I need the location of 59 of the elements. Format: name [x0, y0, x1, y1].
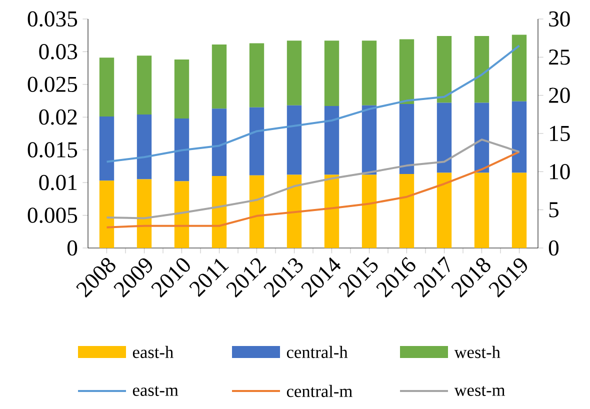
y-tick-label: 0.01 [39, 174, 77, 190]
bar [136, 179, 152, 248]
legend-label: central-m [286, 384, 352, 398]
bar [174, 181, 190, 248]
bar [286, 40, 302, 106]
bar [474, 172, 490, 248]
y-tick-label: 0.03 [39, 44, 78, 60]
bar [474, 36, 490, 103]
line-series [106, 138, 520, 220]
bar [399, 39, 414, 104]
bar [512, 101, 527, 173]
line-series [106, 44, 520, 163]
legend-label: west-h [454, 346, 500, 358]
bar [362, 40, 377, 106]
bar [362, 105, 377, 175]
bar [99, 58, 114, 116]
bar [286, 174, 302, 248]
y-tick-label: 0.02 [39, 109, 77, 125]
bar [249, 107, 264, 176]
bar [286, 105, 302, 175]
y-tick-label: 0.025 [28, 76, 78, 92]
y2-tick-label: 20 [549, 88, 570, 103]
legend-label: central-h [286, 346, 348, 358]
y2-tick-label: 30 [549, 11, 570, 27]
bar [99, 180, 114, 248]
legend-label: east-m [132, 386, 178, 396]
legend-label: west-m [454, 386, 506, 396]
y2-tick-label: 15 [550, 126, 570, 142]
bar [512, 172, 527, 248]
bar [399, 104, 414, 174]
bar [136, 114, 152, 180]
y2-tick-label: 10 [550, 164, 570, 180]
bar [324, 106, 340, 175]
bar [136, 56, 152, 115]
legend-label: east-h [132, 346, 174, 358]
bar [249, 175, 264, 248]
bar [249, 43, 264, 108]
bar [212, 176, 227, 248]
y-tick-label: 0.035 [28, 11, 78, 27]
bar [174, 118, 190, 182]
bar [99, 116, 114, 181]
bar [362, 174, 377, 248]
y2-tick-label: 25 [549, 50, 570, 65]
y2-tick-label: 5 [549, 202, 558, 218]
bar [436, 102, 452, 173]
bar [399, 174, 414, 248]
y-tick-label: 0.015 [28, 142, 78, 158]
bar [436, 172, 452, 248]
bar [212, 44, 227, 109]
y2-tick-label: 0 [548, 240, 559, 256]
bar [512, 34, 527, 102]
bar [436, 36, 452, 103]
bar [212, 108, 227, 176]
y-tick-label: 0.005 [28, 208, 78, 223]
y-tick-label: 0 [67, 240, 78, 256]
bar [324, 174, 340, 248]
bar [174, 60, 190, 118]
bar [324, 40, 340, 106]
bar [474, 102, 490, 173]
